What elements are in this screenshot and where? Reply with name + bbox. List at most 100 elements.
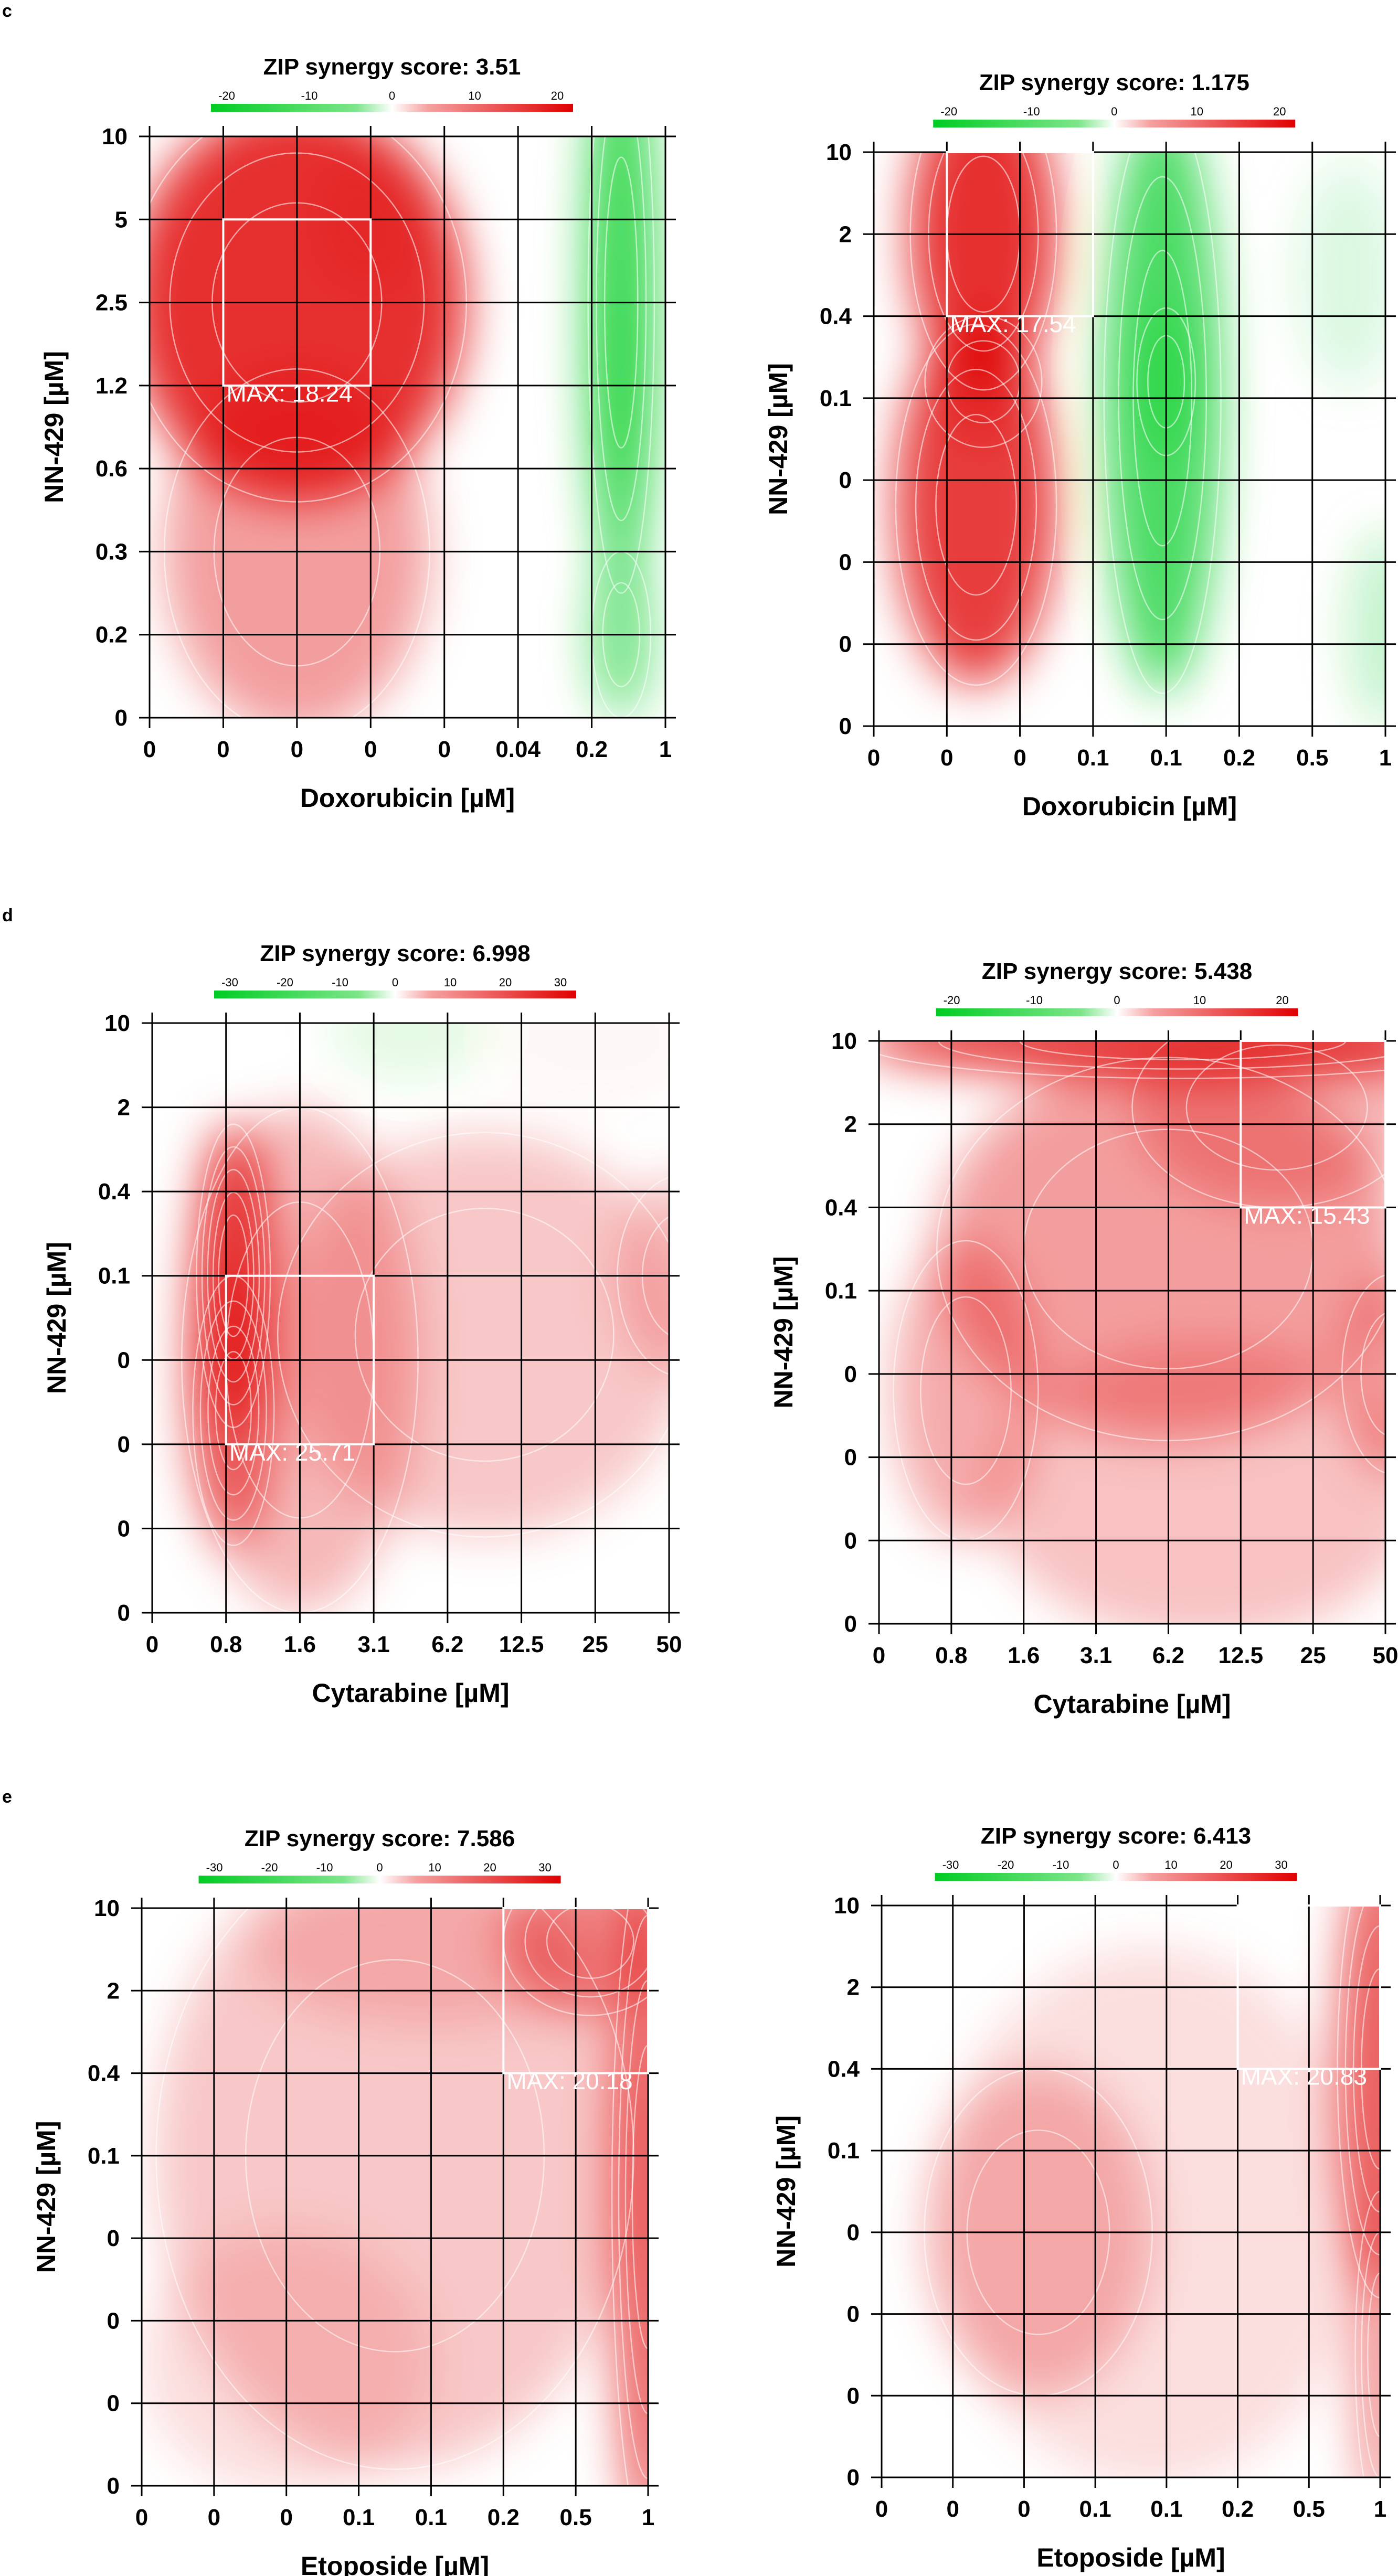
y-tick-label: 0.1 xyxy=(820,386,852,411)
y-tick-label: 2 xyxy=(844,1112,857,1137)
heatmap-chart-3: MAX: 25.710 0.8 1.6 3.1 6.2 12.5 25 5000000.10.… xyxy=(42,941,682,1708)
heatmap-field xyxy=(874,152,1385,726)
contour-line xyxy=(895,323,1057,686)
y-tick-label: 10 xyxy=(94,1896,120,1921)
heatmap-chart-1: MAX: 18.240 0 0 0 0 0.04 0.2 100.20.30.61.22.55… xyxy=(39,54,676,813)
chart-title: ZIP synergy score: 3.51 xyxy=(263,54,521,80)
contour-line xyxy=(199,1300,267,1521)
colorbar-tick-label: 10 xyxy=(444,976,457,989)
y-axis-label: NN-429 [µM] xyxy=(769,1257,798,1409)
y-tick-label: 0 xyxy=(844,1361,857,1387)
contour-line xyxy=(915,368,1037,641)
contour-line xyxy=(1361,2231,1380,2477)
y-tick-label: 0.4 xyxy=(820,304,852,329)
y-tick-label: 2 xyxy=(118,1095,130,1121)
x-tick-label: 1 xyxy=(1379,745,1392,771)
colorbar-tick-label: 20 xyxy=(551,89,564,102)
max-label: MAX: 20.18 xyxy=(506,2067,632,2094)
y-tick-label: 0 xyxy=(847,2383,860,2409)
panel-label-d: d xyxy=(2,906,13,925)
contour-line xyxy=(207,1325,260,1496)
synergy-region-5 xyxy=(987,1340,1385,1624)
y-tick-label: 0 xyxy=(839,632,852,657)
chart-title: ZIP synergy score: 5.438 xyxy=(982,959,1252,984)
colorbar-tick-label: -10 xyxy=(316,1861,333,1874)
colorbar-tick-label: 10 xyxy=(1164,1858,1177,1871)
contour-line xyxy=(1354,2190,1380,2477)
colorbar xyxy=(936,1008,1298,1016)
y-tick-label: 0 xyxy=(844,1445,857,1471)
y-axis-label: NN-429 [µM] xyxy=(764,363,793,515)
x-tick-label: 12.5 xyxy=(499,1632,544,1657)
contour-line xyxy=(1367,2272,1380,2437)
colorbar xyxy=(935,1873,1297,1881)
y-tick-label: 0.6 xyxy=(96,456,128,482)
colorbar-tick-label: -20 xyxy=(277,976,293,989)
x-tick-label: 25 xyxy=(1300,1643,1326,1668)
y-tick-label: 5 xyxy=(115,207,128,232)
max-region-box xyxy=(1240,1040,1386,1209)
y-tick-label: 10 xyxy=(102,124,128,150)
x-tick-label: 0.1 xyxy=(1150,745,1182,771)
x-tick-label: 0 xyxy=(867,745,880,771)
panel-label-c: c xyxy=(2,1,12,21)
contour-line xyxy=(631,2045,648,2349)
colorbar-tick-label: 30 xyxy=(538,1861,551,1874)
heatmap-chart-2: MAX: 17.540 0 0 0.1 0.1 0.2 0.5 100000.10.4210D… xyxy=(764,70,1396,821)
x-tick-label: 6.2 xyxy=(1152,1643,1184,1668)
x-tick-label: 0 xyxy=(875,2496,888,2522)
chart-title: ZIP synergy score: 7.586 xyxy=(245,1826,515,1851)
x-tick-label: 0 xyxy=(946,2496,959,2522)
colorbar xyxy=(198,1876,561,1883)
x-tick-label: 0 xyxy=(364,737,377,762)
y-tick-label: 0 xyxy=(839,714,852,739)
colorbar-tick-label: 20 xyxy=(1273,105,1286,118)
max-label: MAX: 15.43 xyxy=(1244,1201,1370,1229)
x-axis-label: Etoposide [µM] xyxy=(1036,2543,1225,2572)
colorbar-tick-label: 10 xyxy=(1193,994,1206,1007)
colorbar-tick-label: 0 xyxy=(389,89,395,102)
y-axis-label: NN-429 [µM] xyxy=(42,1242,71,1394)
x-tick-label: 3.1 xyxy=(358,1632,390,1657)
y-tick-label: 10 xyxy=(826,140,852,165)
colorbar xyxy=(211,104,574,112)
x-tick-label: 0.04 xyxy=(495,737,541,762)
x-tick-label: 0.2 xyxy=(1223,745,1255,771)
colorbar-tick-label: -10 xyxy=(1023,105,1040,118)
y-tick-label: 0.1 xyxy=(88,2143,120,2169)
x-tick-label: 0 xyxy=(208,2505,220,2530)
colorbar-tick-label: -20 xyxy=(261,1861,278,1874)
x-tick-label: 0 xyxy=(217,737,229,762)
chart-title: ZIP synergy score: 1.175 xyxy=(979,70,1249,95)
x-tick-label: 0 xyxy=(143,737,156,762)
y-tick-label: 0.1 xyxy=(98,1263,130,1289)
x-tick-label: 0 xyxy=(1018,2496,1030,2522)
x-tick-label: 0.8 xyxy=(210,1632,242,1657)
y-tick-label: 0 xyxy=(118,1347,130,1373)
x-axis-label: Doxorubicin [µM] xyxy=(300,783,515,813)
y-tick-label: 0 xyxy=(118,1516,130,1541)
y-tick-label: 0 xyxy=(844,1528,857,1553)
y-tick-label: 0 xyxy=(839,549,852,575)
colorbar-tick-label: -10 xyxy=(1053,1858,1069,1871)
synergy-region-4 xyxy=(278,1132,669,1537)
max-region-box xyxy=(225,1274,375,1445)
colorbar-tick-label: 30 xyxy=(554,976,567,989)
colorbar-tick-label: -10 xyxy=(332,976,348,989)
heatmap-field xyxy=(152,1023,669,1613)
x-tick-label: 6.2 xyxy=(431,1632,463,1657)
max-label: MAX: 18.24 xyxy=(226,380,352,407)
y-tick-label: 0.3 xyxy=(96,539,128,565)
colorbar-tick-label: 20 xyxy=(1220,1858,1232,1871)
x-tick-label: 1 xyxy=(1374,2496,1386,2522)
y-tick-label: 0 xyxy=(844,1611,857,1637)
x-tick-label: 0.1 xyxy=(1079,2496,1111,2522)
y-tick-label: 0 xyxy=(847,2220,860,2245)
y-tick-label: 0.4 xyxy=(825,1195,857,1220)
synergy-region-4 xyxy=(938,1946,1366,2477)
chart-title: ZIP synergy score: 6.998 xyxy=(260,941,530,966)
colorbar-tick-label: -30 xyxy=(942,1858,959,1871)
y-tick-label: 0 xyxy=(115,705,128,731)
max-label: MAX: 20.83 xyxy=(1241,2063,1367,2090)
